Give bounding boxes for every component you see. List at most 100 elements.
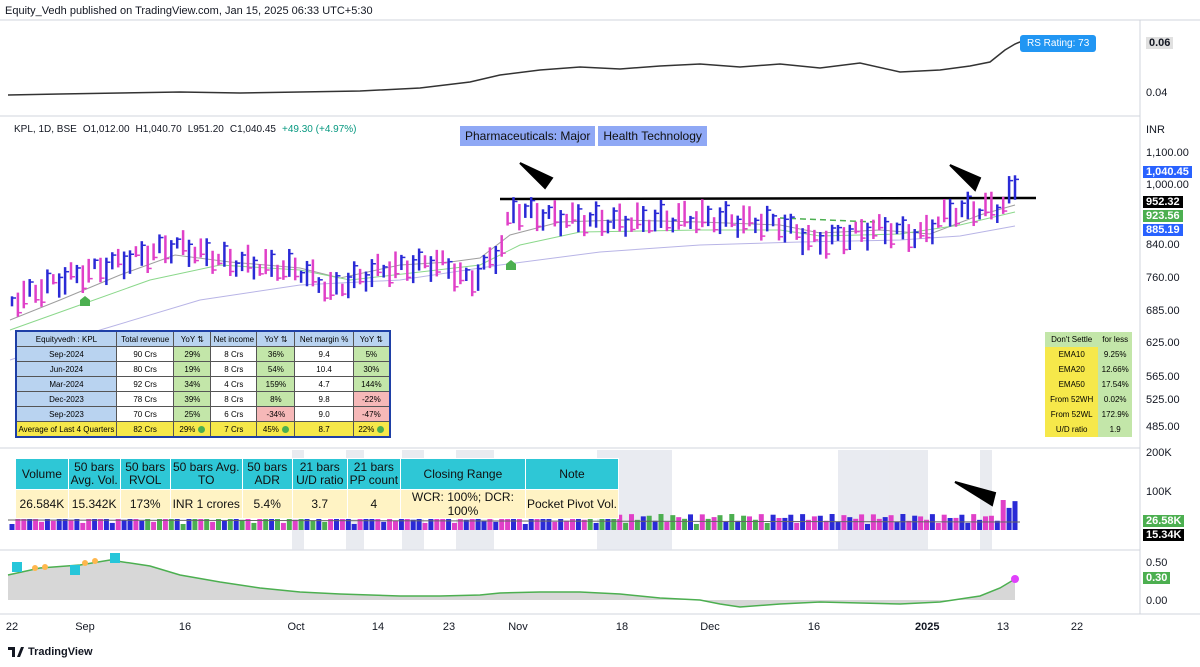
volume-bar	[499, 515, 505, 530]
header-cell: Total revenue	[115, 330, 175, 347]
volume-bar	[127, 516, 133, 530]
marker	[80, 296, 90, 306]
axis-label: 923.56	[1143, 210, 1183, 222]
table-cell: 9.4	[294, 346, 354, 362]
volume-bar	[269, 517, 275, 530]
value-cell: 15.342K	[67, 489, 121, 519]
header-cell: 21 bars PP count	[346, 458, 401, 490]
volume-bar	[841, 515, 847, 530]
volume-bar	[74, 514, 80, 530]
price-bars	[10, 175, 1019, 317]
axis-label: 1,040.45	[1143, 166, 1192, 178]
volume-bar	[440, 517, 446, 530]
dashed-line	[779, 217, 876, 223]
volume-bar	[157, 515, 162, 530]
volume-bar	[770, 514, 776, 530]
volume-bar	[806, 519, 811, 530]
table-cell: 36%	[256, 346, 296, 362]
volume-bar	[493, 521, 499, 530]
header-cell: Volume	[15, 458, 69, 490]
axis-label: 200K	[1146, 447, 1172, 459]
volume-bar	[151, 521, 157, 530]
table-row: EMA10 9.25%	[1045, 347, 1132, 362]
volume-bar	[847, 517, 853, 530]
volume-bar	[103, 514, 109, 530]
volume-bar	[516, 514, 522, 530]
volume-bar	[570, 515, 575, 530]
volume-bar	[351, 523, 357, 530]
table-cell: 10.4	[294, 361, 354, 377]
table-cell: 8 Crs	[210, 361, 258, 377]
volume-bar	[835, 521, 841, 530]
volume-bar	[245, 514, 251, 530]
volume-bar	[581, 519, 587, 530]
volume-bar	[906, 520, 912, 530]
value-cell: Pocket Pivot Vol.	[524, 489, 620, 519]
label-cell: EMA50	[1045, 377, 1099, 392]
volume-bar	[623, 522, 629, 530]
volume-bar	[593, 522, 599, 530]
volume-bar	[280, 522, 286, 530]
value-cell: 17.54%	[1098, 377, 1132, 392]
volume-bar	[977, 519, 983, 530]
volume-bar	[1012, 501, 1018, 530]
volume-bar	[145, 514, 151, 530]
volume-bar	[434, 517, 440, 530]
volume-bar	[98, 517, 103, 530]
legend-item: +49.30 (+4.97%)	[282, 124, 357, 135]
volume-bar	[505, 517, 511, 530]
volume-bar	[298, 516, 304, 530]
volume-bar	[416, 514, 422, 530]
volume-bar	[239, 519, 245, 530]
x-tick-label: 16	[178, 621, 192, 633]
table-cell: -22%	[352, 391, 391, 407]
label-cell: From 52WH	[1045, 392, 1099, 407]
header-cell: Equityvedh : KPL	[15, 330, 117, 347]
volume-table: Volume 50 bars Avg. Vol. 50 bars RVOL 50 ba…	[15, 458, 620, 519]
volume-bar	[192, 518, 198, 530]
header-cell: YoY ⇅	[173, 330, 212, 347]
volume-bar	[983, 516, 988, 530]
volume-bar	[428, 514, 434, 530]
volume-bar	[764, 522, 770, 530]
average-cell: 45%	[256, 421, 296, 438]
table-cell: 30%	[352, 361, 391, 377]
volume-bar	[162, 517, 168, 530]
table-row: EMA20 12.66%	[1045, 362, 1132, 377]
header-title: Equity_Vedh published on TradingView.com…	[5, 5, 373, 17]
table-row: Don't Settle for less	[1045, 332, 1132, 347]
table-row: Volume 50 bars Avg. Vol. 50 bars RVOL 50 ba…	[15, 458, 620, 490]
volume-bar	[811, 516, 817, 530]
fundamentals-table: Equityvedh : KPL Total revenue YoY ⇅ Net in…	[15, 330, 391, 438]
volume-bar	[912, 515, 918, 530]
volume-bar	[752, 519, 758, 530]
ema20	[9, 211, 1016, 331]
status-dot	[281, 425, 289, 433]
volume-bar	[487, 514, 493, 530]
volume-bar	[227, 515, 233, 530]
table-cell: Mar-2024	[15, 376, 117, 392]
arrow	[954, 481, 997, 507]
volume-bar	[953, 517, 959, 530]
volume-bar	[86, 514, 92, 530]
volume-bar	[705, 518, 711, 530]
volume-bar	[564, 520, 570, 530]
axis-label: 0.30	[1143, 572, 1171, 584]
header-cell: 50 bars ADR	[241, 458, 293, 490]
axis-label: 26.58K	[1143, 515, 1185, 527]
value-cell: 9.25%	[1098, 347, 1132, 362]
volume-bar	[758, 514, 764, 530]
arrow	[519, 162, 554, 190]
h-labels	[12, 553, 120, 575]
axis-label: 952.32	[1143, 196, 1183, 208]
volume-bar	[446, 514, 452, 530]
table-cell: 34%	[173, 376, 212, 392]
volume-bar	[723, 521, 729, 530]
label-cell: From 52WL	[1045, 407, 1099, 422]
table-cell: 80 Crs	[115, 361, 175, 377]
volume-bar	[711, 517, 717, 530]
volume-bar	[27, 517, 33, 530]
osc-line	[7, 559, 1016, 608]
table-cell: 92 Crs	[115, 376, 175, 392]
axis-label: 760.00	[1146, 272, 1180, 284]
